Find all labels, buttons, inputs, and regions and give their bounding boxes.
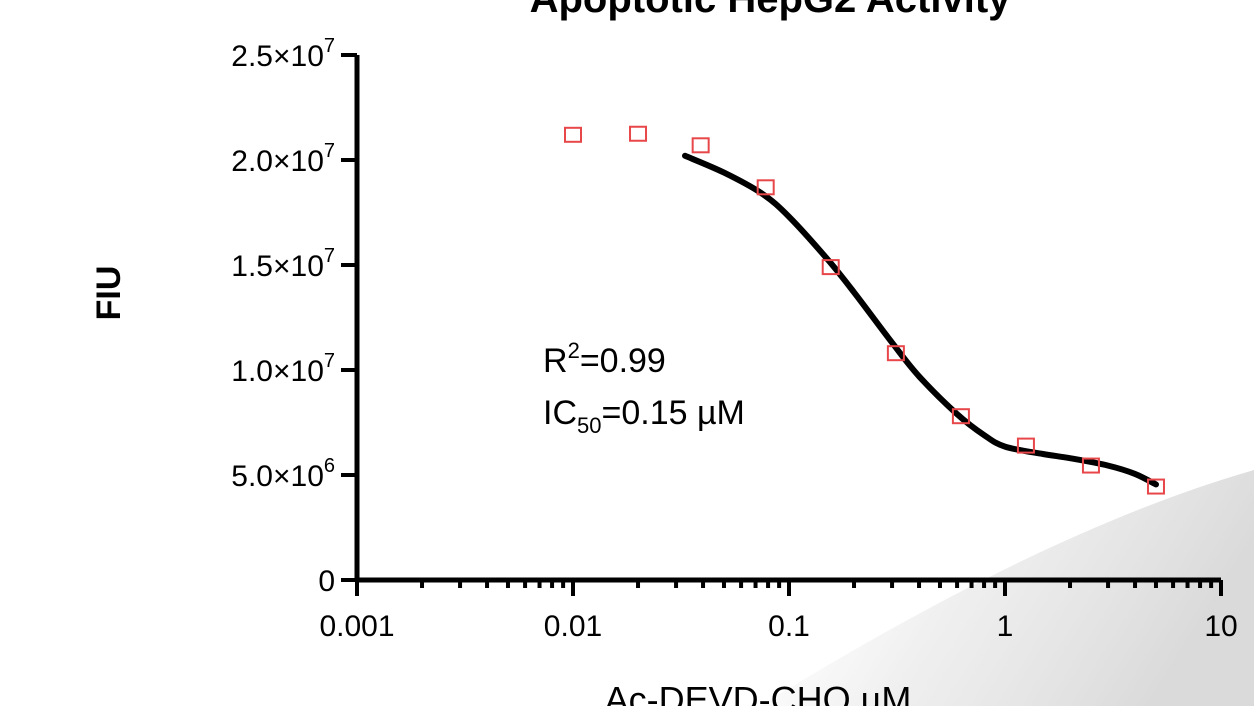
y-tick-exponent: 7 [324, 245, 335, 267]
y-tick-mantissa: 2.5×10 [231, 40, 324, 73]
x-axis-label: Ac-DEVD-CHO µM [605, 679, 912, 706]
ic50-annotation: IC50=0.15 µM [543, 394, 745, 438]
y-axis-label: FIU [90, 266, 128, 321]
x-tick-label: 0.01 [544, 610, 602, 643]
x-tick-label: 1 [997, 610, 1014, 643]
y-tick-label: 2.5×107 [231, 35, 335, 73]
data-point [1081, 457, 1100, 474]
y-tick-label: 5.0×106 [231, 455, 335, 493]
r2-base: R [543, 342, 568, 380]
y-tick-exponent: 7 [324, 140, 335, 162]
x-tick-label: 0.001 [319, 610, 394, 643]
y-tick-mantissa: 5.0×10 [231, 460, 324, 493]
ic50-value: =0.15 µM [601, 394, 744, 432]
ic50-sub: 50 [577, 413, 601, 438]
x-tick-label: 10 [1204, 610, 1237, 643]
fit-curve-line [682, 152, 1159, 488]
fit-curve [682, 152, 1159, 488]
y-tick-label: 2.0×107 [231, 140, 335, 178]
data-point [629, 125, 648, 142]
y-tick-mantissa: 1.5×10 [231, 250, 324, 283]
r2-sup: 2 [568, 338, 580, 363]
y-tick-label: 0 [318, 565, 335, 598]
data-point [691, 137, 710, 154]
y-tick-exponent: 7 [324, 35, 335, 57]
x-tick-label: 0.1 [768, 610, 810, 643]
r2-value: =0.99 [580, 342, 666, 380]
y-tick-mantissa: 0 [318, 565, 335, 598]
data-point [1146, 478, 1165, 495]
data-point [564, 126, 582, 143]
data-point [886, 345, 905, 362]
data-point [951, 408, 970, 425]
ic50-base: IC [543, 394, 577, 432]
r-squared-annotation: R2=0.99 [543, 338, 666, 380]
chart-title: Apoptotic HepG2 Activity [530, 0, 1012, 21]
axes [354, 55, 1221, 583]
data-points [564, 125, 1165, 495]
y-tick-label: 1.5×107 [231, 245, 335, 283]
data-point [821, 259, 840, 276]
y-tick-exponent: 7 [324, 350, 335, 372]
y-tick-mantissa: 1.0×10 [231, 355, 324, 388]
y-tick-exponent: 6 [324, 455, 335, 477]
data-point [756, 179, 775, 196]
data-point [1016, 437, 1035, 454]
y-tick-mantissa: 2.0×10 [231, 145, 324, 178]
x-ticks: 0.001 0.01 0.1 1 10 [319, 580, 1238, 643]
y-tick-label: 1.0×107 [231, 350, 335, 388]
